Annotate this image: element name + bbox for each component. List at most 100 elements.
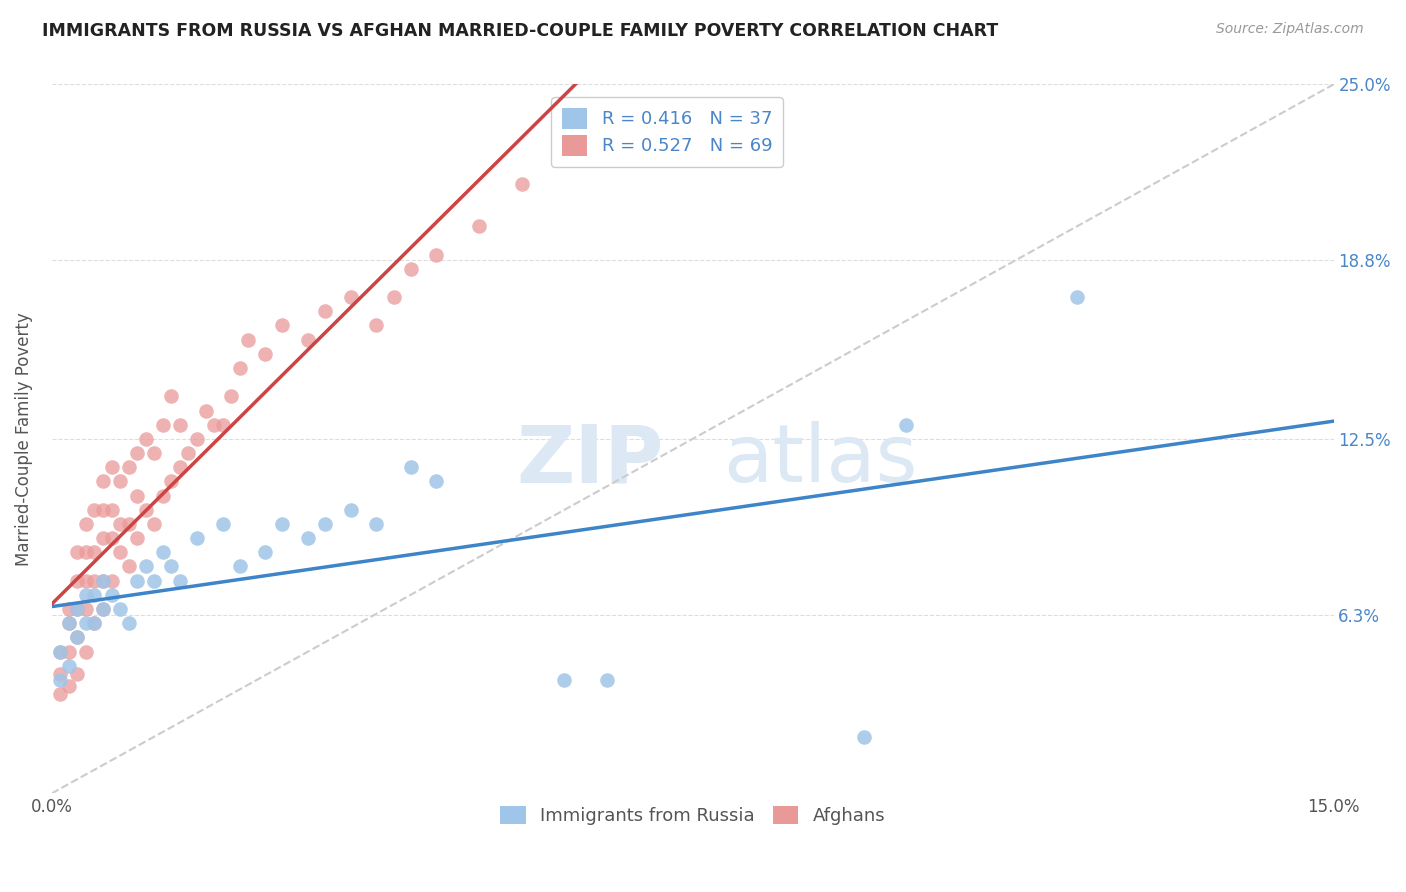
Point <box>83 503 105 517</box>
Point <box>596 673 619 687</box>
Point <box>118 559 141 574</box>
Point <box>91 574 114 588</box>
Point <box>366 516 388 531</box>
Point <box>83 574 105 588</box>
Text: atlas: atlas <box>724 421 918 500</box>
Point <box>211 417 233 432</box>
Point <box>91 475 114 489</box>
Point <box>297 333 319 347</box>
Point <box>297 531 319 545</box>
Point <box>229 559 252 574</box>
Point <box>118 616 141 631</box>
Point <box>66 602 89 616</box>
Point <box>100 588 122 602</box>
Point <box>1066 290 1088 304</box>
Point <box>83 545 105 559</box>
Point <box>271 516 294 531</box>
Point <box>366 318 388 333</box>
Point <box>100 460 122 475</box>
Point <box>91 602 114 616</box>
Point <box>254 545 277 559</box>
Point <box>160 475 183 489</box>
Point <box>271 318 294 333</box>
Point <box>58 616 80 631</box>
Point <box>108 602 131 616</box>
Point <box>135 503 157 517</box>
Point <box>108 545 131 559</box>
Point <box>143 446 166 460</box>
Point <box>58 602 80 616</box>
Point <box>425 475 447 489</box>
Point <box>100 503 122 517</box>
Point <box>186 432 208 446</box>
Y-axis label: Married-Couple Family Poverty: Married-Couple Family Poverty <box>15 312 32 566</box>
Point <box>340 503 363 517</box>
Point <box>468 219 491 234</box>
Text: IMMIGRANTS FROM RUSSIA VS AFGHAN MARRIED-COUPLE FAMILY POVERTY CORRELATION CHART: IMMIGRANTS FROM RUSSIA VS AFGHAN MARRIED… <box>42 22 998 40</box>
Point <box>108 516 131 531</box>
Point <box>58 679 80 693</box>
Point <box>169 574 191 588</box>
Point <box>66 631 89 645</box>
Point <box>75 616 97 631</box>
Point <box>160 559 183 574</box>
Point <box>91 531 114 545</box>
Point <box>66 667 89 681</box>
Point <box>229 361 252 376</box>
Point <box>852 730 875 744</box>
Point <box>100 574 122 588</box>
Point <box>91 602 114 616</box>
Point <box>83 588 105 602</box>
Point <box>75 516 97 531</box>
Point <box>58 658 80 673</box>
Point <box>135 432 157 446</box>
Point <box>58 644 80 658</box>
Point <box>160 389 183 403</box>
Point <box>75 574 97 588</box>
Point <box>177 446 200 460</box>
Point <box>127 489 149 503</box>
Point <box>194 403 217 417</box>
Point <box>66 631 89 645</box>
Point <box>91 574 114 588</box>
Point <box>118 460 141 475</box>
Point <box>399 460 422 475</box>
Point <box>127 531 149 545</box>
Point <box>186 531 208 545</box>
Point <box>254 347 277 361</box>
Point <box>66 545 89 559</box>
Point <box>382 290 405 304</box>
Point <box>49 687 72 701</box>
Point <box>553 673 575 687</box>
Point <box>152 417 174 432</box>
Point <box>49 644 72 658</box>
Point <box>143 574 166 588</box>
Point <box>238 333 260 347</box>
Point <box>510 177 533 191</box>
Point <box>91 503 114 517</box>
Point <box>58 616 80 631</box>
Point <box>66 574 89 588</box>
Point <box>83 616 105 631</box>
Point <box>127 446 149 460</box>
Point <box>83 616 105 631</box>
Point <box>118 516 141 531</box>
Text: Source: ZipAtlas.com: Source: ZipAtlas.com <box>1216 22 1364 37</box>
Point <box>75 602 97 616</box>
Point <box>143 516 166 531</box>
Point <box>66 602 89 616</box>
Point <box>100 531 122 545</box>
Point <box>152 489 174 503</box>
Point <box>169 460 191 475</box>
Point <box>340 290 363 304</box>
Point <box>152 545 174 559</box>
Point <box>314 516 336 531</box>
Point <box>49 667 72 681</box>
Point <box>127 574 149 588</box>
Point <box>169 417 191 432</box>
Point <box>553 148 575 162</box>
Point <box>896 417 918 432</box>
Point <box>135 559 157 574</box>
Point <box>425 247 447 261</box>
Point <box>75 644 97 658</box>
